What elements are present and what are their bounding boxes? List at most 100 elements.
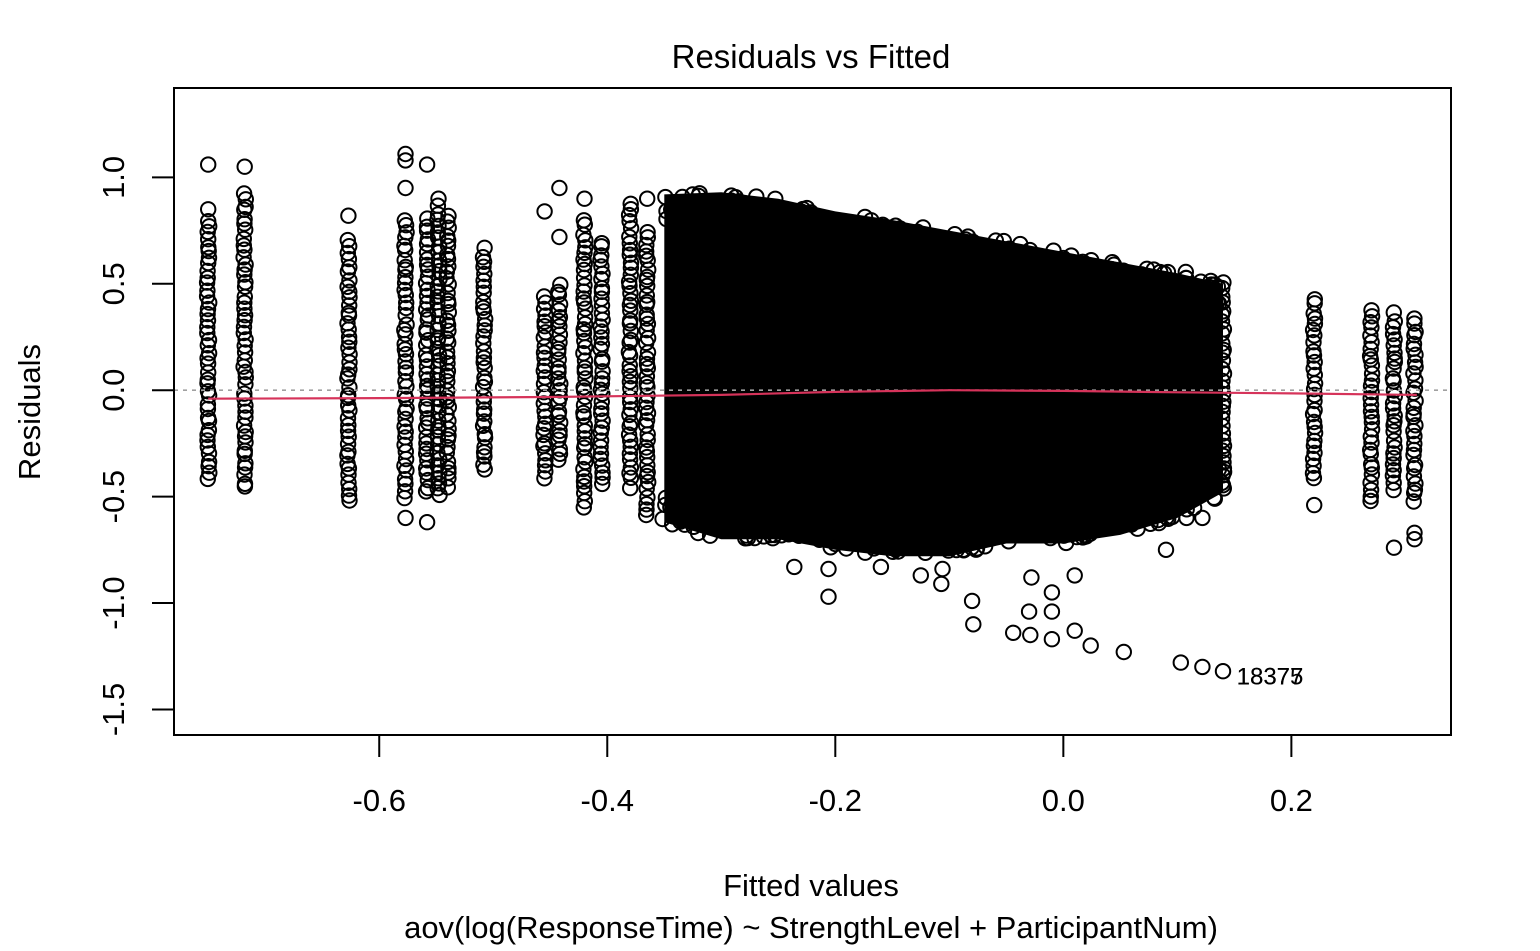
x-tick-label: -0.2 xyxy=(809,783,862,818)
data-point xyxy=(236,278,254,295)
data-point xyxy=(1215,437,1233,455)
data-point xyxy=(200,213,217,230)
data-point xyxy=(200,422,218,439)
data-point xyxy=(1213,410,1231,427)
data-point xyxy=(1405,468,1423,485)
data-point xyxy=(340,207,357,224)
data-point xyxy=(429,288,446,305)
data-point xyxy=(1068,508,1085,525)
data-point xyxy=(798,199,816,217)
data-point xyxy=(838,540,855,557)
x-tick-label: 0.0 xyxy=(1042,783,1085,818)
data-point xyxy=(820,588,837,605)
data-point xyxy=(1214,477,1232,494)
data-point xyxy=(1406,310,1423,327)
data-point xyxy=(235,237,253,254)
y-tick-label: -1.5 xyxy=(96,683,131,736)
data-point xyxy=(397,364,415,381)
data-point xyxy=(476,439,493,456)
data-point xyxy=(1306,424,1324,442)
data-point xyxy=(418,156,436,173)
data-point xyxy=(593,393,610,410)
data-point xyxy=(475,284,492,301)
data-point xyxy=(622,331,640,349)
data-point xyxy=(1363,302,1380,319)
data-point xyxy=(822,539,839,556)
data-point xyxy=(912,567,929,584)
data-point xyxy=(1177,358,1195,375)
data-point xyxy=(934,560,951,578)
data-point xyxy=(954,530,971,548)
data-point xyxy=(755,528,772,545)
data-point xyxy=(575,251,592,268)
data-point xyxy=(340,387,357,404)
data-point xyxy=(844,219,861,236)
data-point xyxy=(576,478,593,495)
data-point xyxy=(1406,531,1423,548)
data-point xyxy=(917,544,934,561)
data-point xyxy=(622,302,639,319)
data-point xyxy=(551,179,568,197)
data-point xyxy=(236,344,254,361)
data-point xyxy=(200,201,217,218)
data-point xyxy=(622,401,639,418)
data-point xyxy=(576,315,594,333)
data-point xyxy=(536,369,554,386)
data-point xyxy=(429,384,447,401)
data-point xyxy=(339,244,356,262)
data-point xyxy=(1306,366,1324,384)
data-point xyxy=(1030,254,1048,272)
data-point xyxy=(1385,423,1402,440)
data-point xyxy=(1178,342,1195,359)
data-point xyxy=(1206,276,1223,293)
data-point xyxy=(1005,624,1022,641)
data-point xyxy=(676,516,693,533)
data-point xyxy=(235,318,253,336)
data-point xyxy=(1043,603,1061,620)
data-point xyxy=(639,229,656,246)
data-point xyxy=(874,216,891,234)
data-point xyxy=(236,385,253,402)
data-point xyxy=(748,188,765,205)
data-point xyxy=(1305,437,1323,454)
data-point xyxy=(622,266,639,283)
data-point xyxy=(945,238,962,256)
data-point xyxy=(594,457,611,474)
data-point xyxy=(1210,295,1228,312)
data-point xyxy=(711,208,729,225)
data-point xyxy=(576,417,593,434)
data-point xyxy=(784,204,801,221)
data-point xyxy=(576,449,593,466)
data-point xyxy=(1055,527,1072,544)
data-point xyxy=(622,322,639,340)
data-point xyxy=(1194,509,1211,527)
data-point xyxy=(754,206,772,223)
data-point xyxy=(200,445,218,462)
data-point xyxy=(576,352,594,369)
data-point xyxy=(576,332,593,350)
data-point xyxy=(1306,418,1323,436)
data-point xyxy=(551,228,568,246)
data-point xyxy=(1183,277,1200,294)
data-point xyxy=(620,426,638,443)
data-point xyxy=(639,224,656,241)
data-point xyxy=(550,302,568,319)
data-point xyxy=(939,238,956,255)
data-point xyxy=(621,241,639,259)
data-point xyxy=(476,401,493,418)
data-point xyxy=(1363,434,1380,451)
data-point xyxy=(475,278,492,295)
data-point xyxy=(577,239,594,256)
data-point xyxy=(836,530,854,547)
data-point xyxy=(438,270,455,287)
data-point xyxy=(476,359,493,377)
data-point xyxy=(622,201,640,218)
y-tick-label: 0.5 xyxy=(96,262,131,305)
data-point xyxy=(622,254,640,271)
data-point xyxy=(639,293,656,311)
data-point xyxy=(1002,253,1019,271)
data-point xyxy=(622,438,639,455)
data-point xyxy=(340,339,357,356)
data-point xyxy=(887,541,904,558)
data-point xyxy=(397,258,414,276)
